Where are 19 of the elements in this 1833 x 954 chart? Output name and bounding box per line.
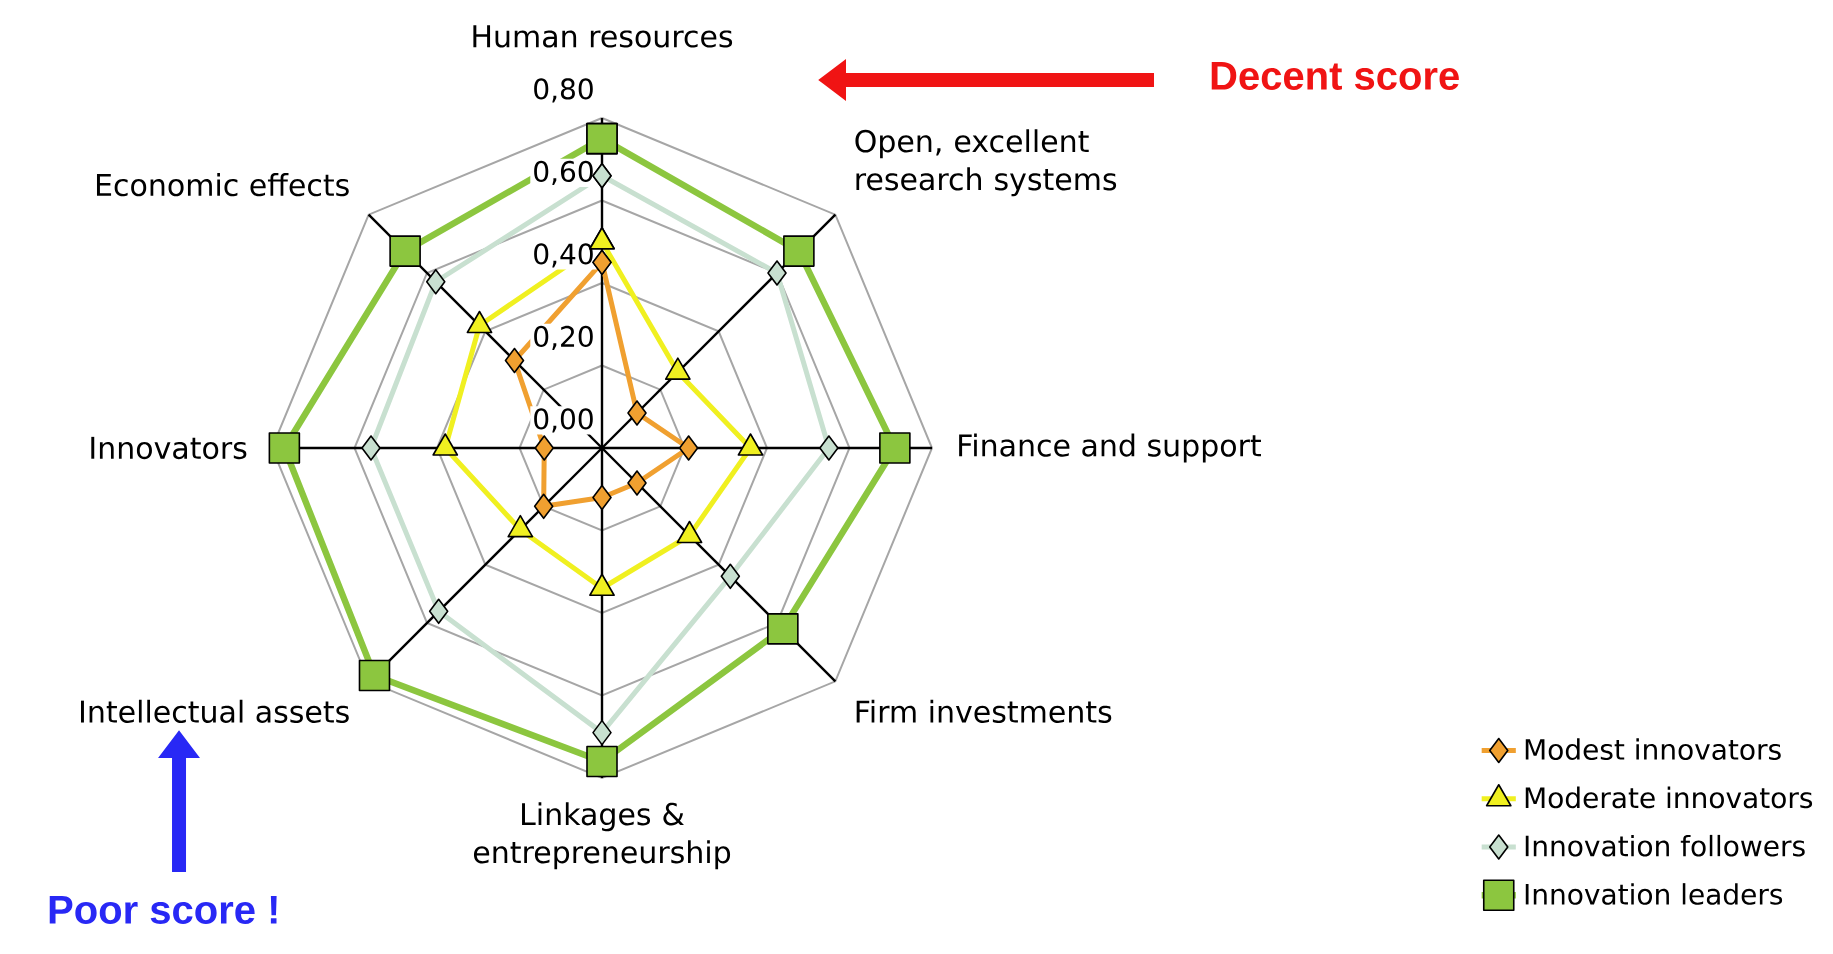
spoke-label: Economic effects (96, 173, 349, 197)
y-tick-label: 0,00 (534, 408, 593, 433)
spoke-label: Intellectual assets (80, 699, 349, 723)
y-tick-label: 0,60 (534, 160, 593, 185)
legend-label: Innovation followers (1525, 834, 1805, 857)
spoke-label: Open, excellent research systems (855, 129, 1117, 197)
legend-label: Innovation leaders (1525, 883, 1783, 905)
spoke-label: Finance and support (959, 433, 1261, 463)
spoke-label: Firm investments (856, 699, 1112, 723)
text: Decent score (1211, 62, 1459, 90)
spoke-label: Human resources (473, 25, 733, 48)
y-tick-label: 0,80 (534, 78, 593, 103)
legend-label: Modest innovators (1525, 738, 1781, 761)
y-tick-label: 0,20 (534, 325, 593, 350)
spoke-label: Linkages & entrepreneurship (473, 802, 731, 870)
spoke-label: Innovators (91, 436, 247, 460)
y-tick-label: 0,40 (534, 243, 593, 268)
legend-label: Moderate innovators (1525, 786, 1813, 809)
text: Poor score ! (49, 896, 277, 924)
